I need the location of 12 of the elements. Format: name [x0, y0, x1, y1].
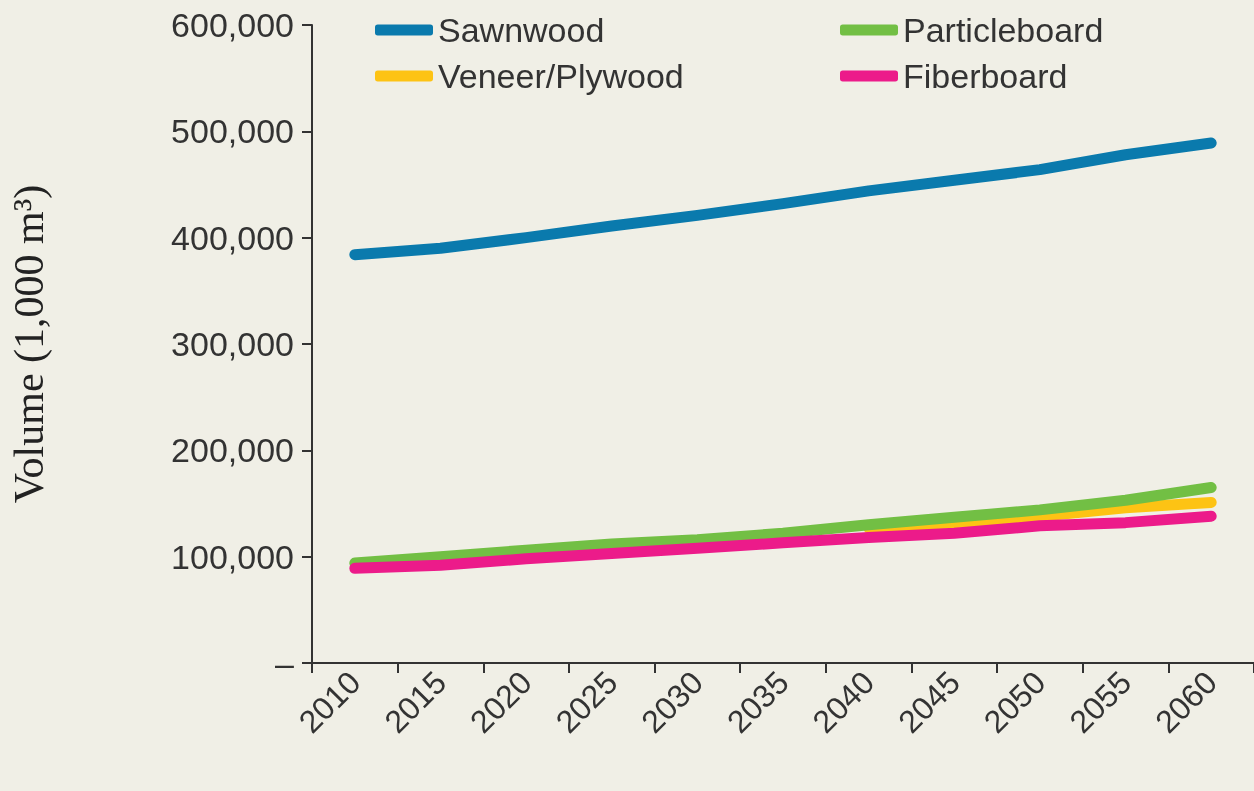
y-tick-label: 600,000: [171, 6, 294, 44]
y-tick-label: 400,000: [171, 218, 294, 257]
y-tick-label: 500,000: [171, 112, 294, 151]
y-tick-label: –: [275, 644, 295, 682]
y-tick-label: 200,000: [171, 431, 294, 470]
y-axis-title: Volume (1,000 m³): [6, 184, 53, 504]
legend-label: Veneer/Plywood: [438, 57, 684, 95]
y-tick-label: 100,000: [171, 537, 294, 576]
legend-label: Particleboard: [903, 11, 1104, 49]
legend-label: Sawnwood: [438, 11, 605, 49]
legend-label: Fiberboard: [903, 57, 1068, 95]
y-tick-label: 300,000: [171, 325, 294, 363]
